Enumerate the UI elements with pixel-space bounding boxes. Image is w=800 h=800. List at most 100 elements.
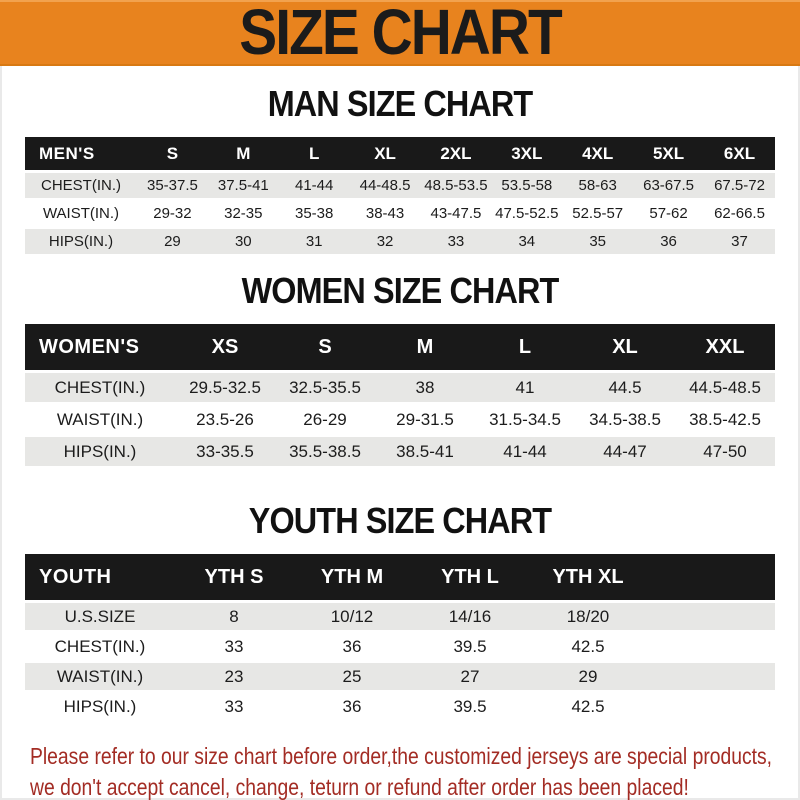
column-header: L bbox=[475, 324, 575, 370]
empty-cell bbox=[647, 633, 775, 660]
value-cell: 38.5-41 bbox=[375, 437, 475, 466]
youth-section-heading: YOUTH SIZE CHART bbox=[248, 500, 552, 541]
value-cell: 31.5-34.5 bbox=[475, 405, 575, 434]
value-cell: 37 bbox=[704, 229, 775, 254]
value-cell: 25 bbox=[293, 663, 411, 690]
value-cell: 34.5-38.5 bbox=[575, 405, 675, 434]
value-cell: 58-63 bbox=[562, 173, 634, 198]
column-header: XL bbox=[349, 137, 421, 170]
table-row: WAIST(IN.) 23 25 27 29 bbox=[25, 663, 775, 690]
value-cell: 33 bbox=[420, 229, 492, 254]
row-label: CHEST(IN.) bbox=[25, 633, 175, 660]
column-header: YTH L bbox=[411, 554, 529, 600]
table-row: CHEST(IN.) 29.5-32.5 32.5-35.5 38 41 44.5 44.5… bbox=[25, 373, 775, 402]
value-cell: 35-37.5 bbox=[137, 173, 208, 198]
column-header: 5XL bbox=[633, 137, 704, 170]
table-row: WAIST(IN.) 23.5-26 26-29 29-31.5 31.5-34.5 34… bbox=[25, 405, 775, 434]
column-header: XXL bbox=[675, 324, 775, 370]
column-header: M bbox=[375, 324, 475, 370]
row-label: CHEST(IN.) bbox=[25, 173, 137, 198]
column-header: 3XL bbox=[491, 137, 563, 170]
row-label: WAIST(IN.) bbox=[25, 201, 137, 226]
column-header: L bbox=[278, 137, 350, 170]
size-chart-sections: MAN SIZE CHART MEN'S S M L XL 2XL 3XL 4XL 5XL 6XL C… bbox=[0, 86, 800, 723]
banner-title: SIZE CHART bbox=[239, 0, 562, 69]
value-cell: 43-47.5 bbox=[420, 201, 492, 226]
column-header: 4XL bbox=[562, 137, 634, 170]
empty-header-cell bbox=[647, 554, 775, 600]
value-cell: 29-32 bbox=[137, 201, 208, 226]
footer-note: Please refer to our size chart before or… bbox=[30, 741, 800, 800]
value-cell: 35 bbox=[562, 229, 634, 254]
value-cell: 67.5-72 bbox=[704, 173, 775, 198]
women-size-chart-section: WOMEN SIZE CHART WOMEN'S XS S M L XL XXL CHEST(I… bbox=[0, 273, 800, 469]
row-label: WAIST(IN.) bbox=[25, 405, 175, 434]
women-size-table: WOMEN'S XS S M L XL XXL CHEST(IN.) 29.5-32.5 32.5… bbox=[25, 321, 775, 469]
women-section-heading: WOMEN SIZE CHART bbox=[241, 270, 560, 311]
value-cell: 41-44 bbox=[278, 173, 350, 198]
value-cell: 47-50 bbox=[675, 437, 775, 466]
value-cell: 35.5-38.5 bbox=[275, 437, 375, 466]
value-cell: 8 bbox=[175, 603, 293, 630]
column-header: XS bbox=[175, 324, 275, 370]
value-cell: 33 bbox=[175, 693, 293, 720]
value-cell: 62-66.5 bbox=[704, 201, 775, 226]
table-row: HIPS(IN.) 29 30 31 32 33 34 35 36 37 bbox=[25, 229, 775, 254]
men-header-row: MEN'S S M L XL 2XL 3XL 4XL 5XL 6XL bbox=[25, 137, 775, 170]
men-corner-label: MEN'S bbox=[25, 137, 137, 170]
value-cell: 29 bbox=[137, 229, 208, 254]
table-row: CHEST(IN.) 35-37.5 37.5-41 41-44 44-48.5 48.5… bbox=[25, 173, 775, 198]
value-cell: 23 bbox=[175, 663, 293, 690]
value-cell: 57-62 bbox=[633, 201, 704, 226]
value-cell: 23.5-26 bbox=[175, 405, 275, 434]
value-cell: 44-48.5 bbox=[349, 173, 421, 198]
value-cell: 36 bbox=[293, 693, 411, 720]
value-cell: 47.5-52.5 bbox=[491, 201, 563, 226]
footer-line-1: Please refer to our size chart before or… bbox=[30, 743, 773, 769]
value-cell: 44.5-48.5 bbox=[675, 373, 775, 402]
column-header: YTH S bbox=[175, 554, 293, 600]
value-cell: 38.5-42.5 bbox=[675, 405, 775, 434]
empty-cell bbox=[647, 663, 775, 690]
value-cell: 27 bbox=[411, 663, 529, 690]
value-cell: 10/12 bbox=[293, 603, 411, 630]
table-row: HIPS(IN.) 33 36 39.5 42.5 bbox=[25, 693, 775, 720]
value-cell: 44-47 bbox=[575, 437, 675, 466]
row-label: HIPS(IN.) bbox=[25, 229, 137, 254]
value-cell: 44.5 bbox=[575, 373, 675, 402]
value-cell: 53.5-58 bbox=[491, 173, 563, 198]
women-corner-label: WOMEN'S bbox=[25, 324, 175, 370]
column-header: 2XL bbox=[420, 137, 492, 170]
value-cell: 41 bbox=[475, 373, 575, 402]
value-cell: 26-29 bbox=[275, 405, 375, 434]
value-cell: 35-38 bbox=[278, 201, 350, 226]
youth-size-table: YOUTH YTH S YTH M YTH L YTH XL U.S.SIZE 8 10/12… bbox=[25, 551, 775, 723]
empty-cell bbox=[647, 693, 775, 720]
value-cell: 32.5-35.5 bbox=[275, 373, 375, 402]
column-header: YTH XL bbox=[529, 554, 647, 600]
value-cell: 29 bbox=[529, 663, 647, 690]
youth-size-chart-section: YOUTH SIZE CHART YOUTH YTH S YTH M YTH L YTH … bbox=[0, 503, 800, 723]
column-header: 6XL bbox=[704, 137, 775, 170]
value-cell: 18/20 bbox=[529, 603, 647, 630]
footer-line-2: we don't accept cancel, change, teturn o… bbox=[30, 774, 689, 800]
value-cell: 29.5-32.5 bbox=[175, 373, 275, 402]
youth-header-row: YOUTH YTH S YTH M YTH L YTH XL bbox=[25, 554, 775, 600]
value-cell: 32 bbox=[349, 229, 421, 254]
value-cell: 31 bbox=[278, 229, 350, 254]
value-cell: 39.5 bbox=[411, 693, 529, 720]
value-cell: 32-35 bbox=[207, 201, 279, 226]
empty-cell bbox=[647, 603, 775, 630]
column-header: XL bbox=[575, 324, 675, 370]
value-cell: 37.5-41 bbox=[207, 173, 279, 198]
value-cell: 42.5 bbox=[529, 693, 647, 720]
men-size-table: MEN'S S M L XL 2XL 3XL 4XL 5XL 6XL CHEST(IN.) 35-37… bbox=[25, 134, 775, 257]
row-label: HIPS(IN.) bbox=[25, 693, 175, 720]
women-header-row: WOMEN'S XS S M L XL XXL bbox=[25, 324, 775, 370]
row-label: CHEST(IN.) bbox=[25, 373, 175, 402]
value-cell: 30 bbox=[207, 229, 279, 254]
table-row: CHEST(IN.) 33 36 39.5 42.5 bbox=[25, 633, 775, 660]
value-cell: 34 bbox=[491, 229, 563, 254]
row-label: U.S.SIZE bbox=[25, 603, 175, 630]
